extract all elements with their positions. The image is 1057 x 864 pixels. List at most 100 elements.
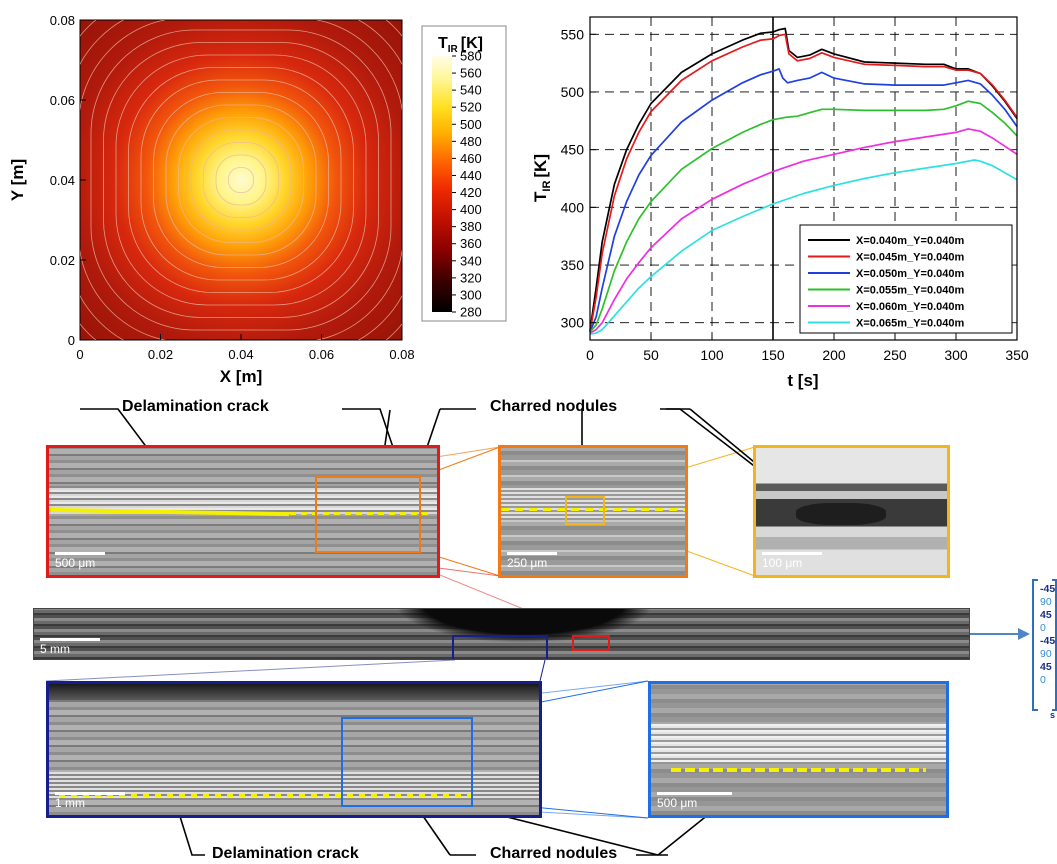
scale-bar: 5 mm bbox=[40, 638, 100, 656]
colorbar-ramp bbox=[432, 56, 452, 312]
legend-label: X=0.055m_Y=0.040m bbox=[856, 285, 964, 297]
colorbar-tick-label: 340 bbox=[460, 253, 482, 268]
x-tick-label: 150 bbox=[761, 347, 785, 363]
colorbar-title: TIR [K] bbox=[438, 35, 483, 55]
contour-line bbox=[190, 129, 292, 231]
colorbar-tick-label: 280 bbox=[460, 305, 482, 320]
y-tick-label: 0.04 bbox=[50, 173, 75, 188]
contour-line bbox=[128, 67, 354, 293]
legend-label: X=0.065m_Y=0.040m bbox=[856, 318, 964, 330]
x-tick-label: 0.08 bbox=[389, 347, 414, 362]
heatmap-ylabel: Y [m] bbox=[8, 159, 27, 201]
layup-ply: -45 bbox=[1040, 583, 1056, 595]
y-tick-label: 350 bbox=[561, 257, 585, 273]
legend-box bbox=[799, 224, 1013, 334]
y-tick-label: 0 bbox=[68, 333, 75, 348]
heatmap-xlabel: X [m] bbox=[220, 367, 263, 386]
x-tick-label: 0.02 bbox=[148, 347, 173, 362]
line-chart: 0 50 100 150 200 250 300 350300350400450500550 … bbox=[531, 16, 1029, 390]
colorbar-tick-label: 420 bbox=[460, 185, 482, 200]
scale-bar: 250 μm bbox=[507, 552, 557, 570]
x-tick-label: 200 bbox=[822, 347, 846, 363]
layup-sequence: -45 90 45 0 -45 90 45 0 bbox=[1040, 583, 1055, 687]
micrograph-gold: 100 μm bbox=[753, 445, 950, 578]
x-tick-label: 0 bbox=[586, 347, 594, 363]
scale-bar: 100 μm bbox=[762, 552, 822, 570]
y-tick-label: 0.08 bbox=[50, 13, 75, 28]
micrograph-full-section: 5 mm bbox=[33, 608, 970, 660]
colorbar-tick-label: 400 bbox=[460, 202, 482, 217]
micrograph-blue: 500 μm bbox=[648, 681, 949, 818]
label-delamination-top: Delamination crack bbox=[122, 398, 269, 415]
y-tick-label: 300 bbox=[561, 315, 585, 331]
legend-label: X=0.045m_Y=0.040m bbox=[856, 252, 964, 264]
layup-ply: -45 bbox=[1040, 635, 1056, 647]
colorbar-tick-label: 580 bbox=[460, 49, 482, 64]
contour-line bbox=[103, 42, 379, 318]
colorbar-tick-label: 460 bbox=[460, 151, 482, 166]
y-tick-label: 450 bbox=[561, 142, 585, 158]
series-line bbox=[589, 159, 1018, 336]
contour-line bbox=[215, 154, 267, 206]
x-tick-label: 300 bbox=[944, 347, 968, 363]
x-tick-label: 50 bbox=[643, 347, 659, 363]
legend-label: X=0.060m_Y=0.040m bbox=[856, 301, 964, 313]
heatmap-field bbox=[79, 19, 403, 341]
contour-line bbox=[228, 167, 254, 193]
contour-line bbox=[165, 104, 317, 256]
y-tick-label: 500 bbox=[561, 84, 585, 100]
line-ylabel: TIR[K] bbox=[531, 154, 553, 202]
colorbar-tick-label: 360 bbox=[460, 236, 482, 251]
micrograph-red: 500 μm bbox=[46, 445, 440, 578]
legend-label: X=0.050m_Y=0.040m bbox=[856, 268, 964, 280]
contour-line bbox=[203, 142, 279, 218]
x-tick-label: 0 bbox=[76, 347, 83, 362]
colorbar-tick-label: 500 bbox=[460, 117, 482, 132]
layup-ply: 90 bbox=[1040, 596, 1052, 608]
scale-bar: 500 μm bbox=[657, 792, 732, 810]
x-tick-label: 0.04 bbox=[228, 347, 253, 362]
colorbar: TIR [K] 580 560 540 520 500 480 460 440 420 400 380… bbox=[421, 25, 507, 322]
y-tick-label: 550 bbox=[561, 26, 585, 42]
series-line bbox=[589, 33, 1018, 333]
colorbar-tick-label: 320 bbox=[460, 270, 482, 285]
scale-bar: 1 mm bbox=[55, 792, 125, 810]
micrograph-orange: 250 μm bbox=[498, 445, 688, 578]
layup-ply: 45 bbox=[1040, 609, 1052, 621]
colorbar-tick-label: 560 bbox=[460, 66, 482, 81]
label-charred-nodules-bottom: Charred nodules bbox=[490, 845, 618, 862]
x-tick-label: 250 bbox=[883, 347, 907, 363]
label-delamination-bottom: Delamination crack bbox=[212, 845, 359, 862]
scale-bar: 500 μm bbox=[55, 552, 105, 570]
contour-line bbox=[115, 54, 367, 306]
colorbar-tick-label: 480 bbox=[460, 134, 482, 149]
x-tick-label: 100 bbox=[700, 347, 724, 363]
x-tick-label: 350 bbox=[1005, 347, 1029, 363]
series-line bbox=[589, 100, 1018, 333]
series-line bbox=[589, 128, 1018, 334]
contour-line bbox=[90, 29, 392, 331]
layup-ply: 90 bbox=[1040, 648, 1052, 660]
heatmap-chart: 0 0.02 0.04 0.06 0.08 0 0.02 0.04 0.06 0.08 X [m]… bbox=[8, 13, 415, 386]
colorbar-tick-label: 540 bbox=[460, 83, 482, 98]
contour-line bbox=[153, 92, 329, 268]
x-tick-label: 0.06 bbox=[309, 347, 334, 362]
layup-suffix: s bbox=[1050, 710, 1056, 720]
contour-line bbox=[140, 79, 342, 281]
line-xlabel: t [s] bbox=[787, 371, 818, 390]
colorbar-tick-label: 440 bbox=[460, 168, 482, 183]
label-charred-nodules-top: Charred nodules bbox=[490, 398, 618, 415]
y-tick-label: 400 bbox=[561, 199, 585, 215]
layup-ply: 0 bbox=[1040, 674, 1046, 686]
layup-ply: 45 bbox=[1040, 661, 1052, 673]
layup-ply: 0 bbox=[1040, 622, 1046, 634]
colorbar-tick-label: 300 bbox=[460, 287, 482, 302]
y-tick-label: 0.06 bbox=[50, 93, 75, 108]
colorbar-tick-label: 520 bbox=[460, 100, 482, 115]
series-line bbox=[589, 68, 1018, 333]
layup-bracket bbox=[1032, 579, 1057, 711]
colorbar-tick-label: 380 bbox=[460, 219, 482, 234]
micrograph-navy: 1 mm bbox=[46, 681, 542, 818]
y-tick-label: 0.02 bbox=[50, 253, 75, 268]
legend-label: X=0.040m_Y=0.040m bbox=[856, 235, 964, 247]
